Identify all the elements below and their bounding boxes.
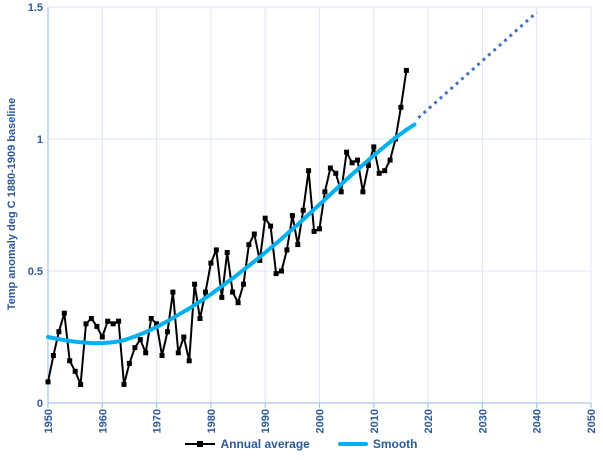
- legend-item-smooth: Smooth: [337, 437, 418, 451]
- x-tick-label: 2020: [423, 409, 435, 433]
- legend-label-smooth: Smooth: [372, 437, 418, 451]
- y-tick-label: 0: [37, 398, 43, 410]
- y-tick-labels: 0 0.5 1 1.5: [28, 2, 43, 410]
- annual-average-legend-marker-icon: [185, 439, 216, 449]
- chart-legend: Annual average Smooth: [0, 437, 603, 451]
- x-tick-label: 2010: [369, 409, 381, 433]
- smooth-series: [46, 122, 417, 346]
- x-tick-label: 1980: [206, 409, 218, 433]
- smooth-projection-series: [417, 11, 538, 120]
- legend-label-annual-average: Annual average: [220, 437, 310, 451]
- legend-item-annual-average: Annual average: [185, 437, 310, 451]
- x-tick-labels: 1950 1960 1970 1980 1990 2000 2010 2020 2030 2040…: [43, 409, 598, 433]
- y-tick-label: 0.5: [28, 266, 43, 278]
- x-axis: [47, 402, 592, 408]
- x-tick-label: 1960: [97, 409, 109, 433]
- x-tick-label: 2040: [532, 409, 544, 433]
- y-tick-label: 1: [37, 134, 43, 146]
- x-tick-label: 1970: [152, 409, 164, 433]
- x-tick-label: 2030: [477, 409, 489, 433]
- y-tick-label: 1.5: [28, 2, 43, 14]
- annual-average-markers: [45, 67, 409, 387]
- y-axis-title: Temp anomaly deg C 1880-1909 baseline: [6, 97, 18, 311]
- x-tick-label: 2050: [586, 409, 598, 433]
- x-tick-label: 2000: [315, 409, 327, 433]
- smooth-legend-marker-icon: [337, 442, 368, 446]
- x-tick-label: 1950: [43, 409, 55, 433]
- x-tick-label: 1990: [260, 409, 272, 433]
